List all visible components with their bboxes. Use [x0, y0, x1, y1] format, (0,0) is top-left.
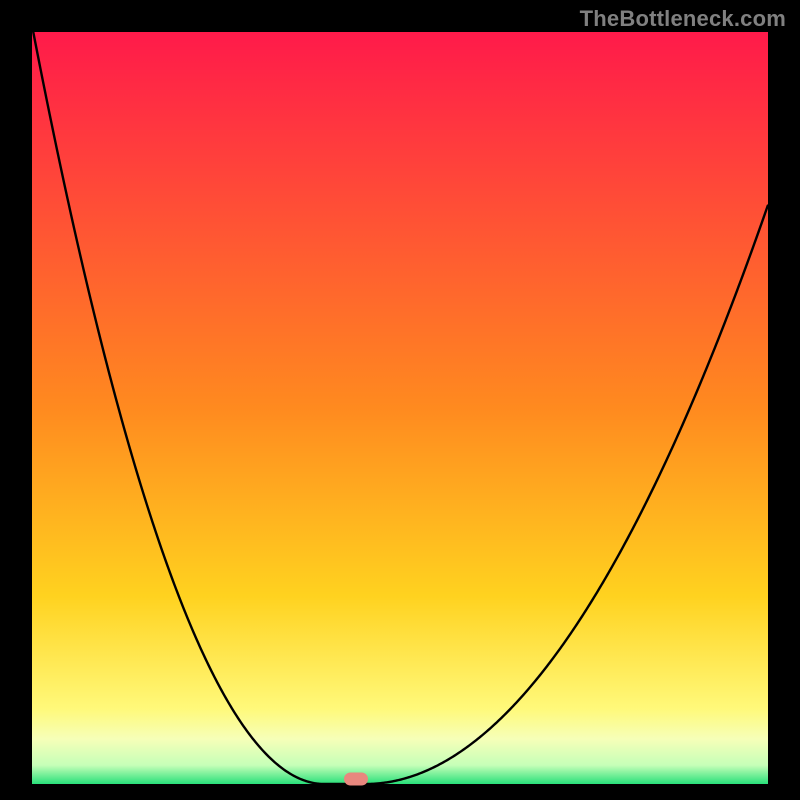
minimum-marker [344, 773, 368, 786]
chart-container: TheBottleneck.com [0, 0, 800, 800]
plot-area [32, 32, 768, 784]
bottleneck-curve [33, 32, 768, 784]
watermark-text: TheBottleneck.com [580, 6, 786, 32]
curve-svg [32, 32, 768, 784]
